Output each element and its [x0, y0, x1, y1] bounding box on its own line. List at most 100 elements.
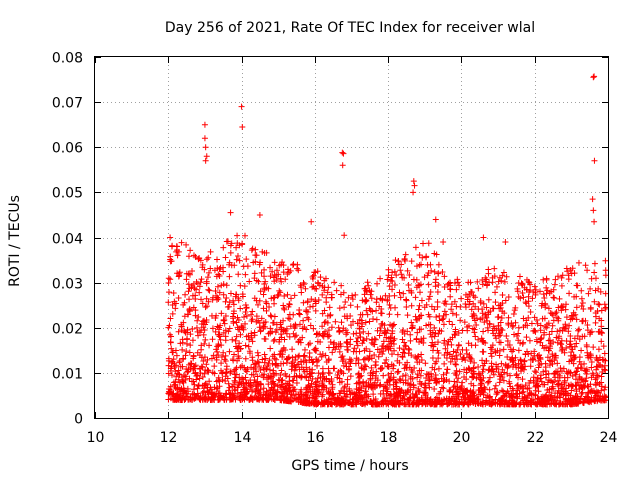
data-point	[311, 346, 318, 353]
data-point	[216, 266, 223, 273]
data-point	[598, 379, 605, 386]
data-point	[416, 378, 423, 385]
data-point	[205, 286, 212, 293]
data-point	[198, 276, 205, 283]
data-point	[300, 396, 307, 403]
data-point	[313, 331, 320, 338]
data-point	[468, 306, 475, 313]
data-point	[203, 303, 210, 310]
data-point	[575, 326, 582, 333]
data-point	[500, 269, 507, 276]
data-point	[222, 357, 229, 364]
data-point	[229, 356, 236, 363]
y-tick-label: 0.02	[52, 322, 83, 338]
data-point	[173, 352, 180, 359]
data-point	[217, 264, 224, 271]
data-point	[498, 315, 505, 322]
data-point	[477, 382, 484, 389]
data-point	[523, 300, 530, 307]
data-point	[536, 354, 543, 361]
data-point	[220, 317, 227, 324]
data-point	[344, 376, 351, 383]
data-point	[463, 346, 470, 353]
data-point	[425, 281, 432, 288]
data-point	[291, 292, 298, 299]
data-point	[537, 336, 544, 343]
data-point	[453, 311, 460, 318]
data-point	[250, 371, 257, 378]
data-point	[499, 272, 506, 279]
data-point	[394, 311, 401, 318]
data-point	[508, 401, 515, 408]
data-point	[483, 304, 490, 311]
data-point	[208, 389, 215, 396]
data-point	[499, 327, 506, 334]
data-point	[378, 365, 385, 372]
data-point	[194, 317, 201, 324]
data-point	[496, 400, 503, 407]
data-point	[177, 363, 184, 370]
data-point	[525, 314, 532, 321]
data-point	[306, 394, 313, 401]
data-point	[545, 377, 552, 384]
data-point	[547, 337, 554, 344]
data-point	[504, 353, 511, 360]
data-point	[273, 276, 280, 283]
data-point	[461, 399, 468, 406]
data-point	[237, 393, 244, 400]
data-point	[271, 259, 278, 266]
data-point	[443, 370, 450, 377]
data-point	[347, 302, 354, 309]
data-point	[533, 369, 540, 376]
data-point	[267, 273, 274, 280]
data-point	[391, 395, 398, 402]
data-point	[432, 360, 439, 367]
data-point	[281, 388, 288, 395]
data-point	[480, 366, 487, 373]
data-point	[548, 310, 555, 317]
data-point	[398, 271, 405, 278]
data-point	[277, 396, 284, 403]
data-point	[524, 386, 531, 393]
data-point	[227, 290, 234, 297]
data-point	[338, 319, 345, 326]
data-point	[527, 390, 534, 397]
data-point	[387, 304, 394, 311]
data-point	[337, 340, 344, 347]
data-point	[366, 305, 373, 312]
data-point	[168, 258, 175, 265]
data-point	[274, 292, 281, 299]
data-point	[202, 157, 209, 164]
data-point	[226, 348, 233, 355]
data-point	[533, 317, 540, 324]
data-point	[436, 313, 443, 320]
data-point	[282, 380, 289, 387]
data-point	[372, 396, 379, 403]
data-point	[530, 356, 537, 363]
data-point	[584, 322, 591, 329]
data-point	[396, 345, 403, 352]
data-point	[509, 354, 516, 361]
data-point	[363, 379, 370, 386]
x-tick-label: 16	[307, 430, 325, 446]
data-point	[260, 364, 267, 371]
data-point	[291, 386, 298, 393]
data-point	[370, 391, 377, 398]
data-point	[453, 303, 460, 310]
data-point	[418, 326, 425, 333]
data-point	[539, 300, 546, 307]
data-point	[553, 334, 560, 341]
data-point	[261, 273, 268, 280]
data-point	[167, 339, 174, 346]
data-point	[312, 379, 319, 386]
data-point	[232, 293, 239, 300]
data-point	[497, 332, 504, 339]
data-point	[598, 338, 605, 345]
data-point	[497, 319, 504, 326]
data-point	[489, 366, 496, 373]
data-point	[400, 290, 407, 297]
data-point	[394, 369, 401, 376]
data-point	[345, 346, 352, 353]
data-point	[475, 336, 482, 343]
data-point	[549, 353, 556, 360]
